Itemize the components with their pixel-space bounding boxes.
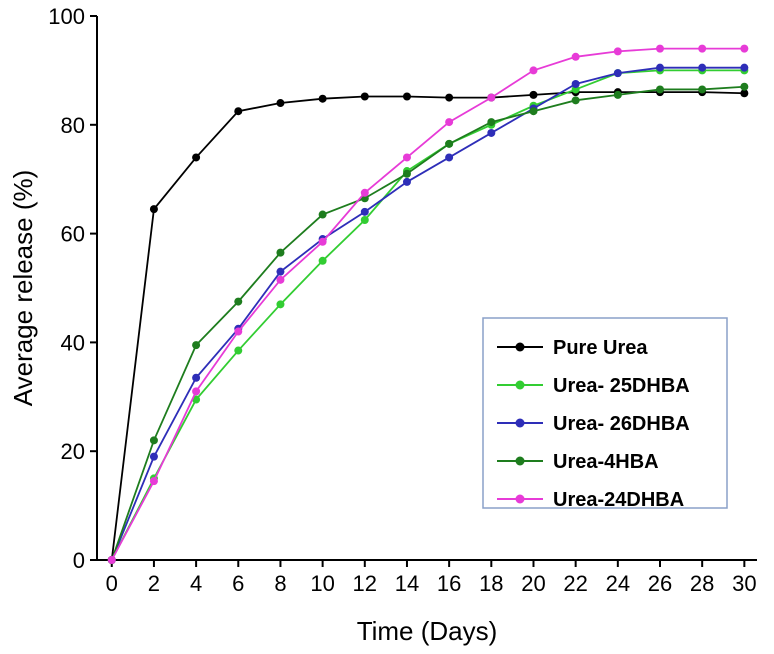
data-point bbox=[698, 63, 707, 72]
data-point bbox=[445, 93, 454, 102]
y-tick-label: 100 bbox=[48, 4, 85, 29]
series-line-1 bbox=[110, 69, 745, 561]
data-point bbox=[487, 93, 496, 102]
series-line-4 bbox=[110, 47, 745, 561]
data-point bbox=[192, 387, 201, 396]
data-point bbox=[318, 210, 327, 219]
data-point bbox=[529, 66, 538, 75]
data-point bbox=[487, 128, 496, 137]
data-point bbox=[402, 177, 411, 186]
legend-label: Urea-4HBA bbox=[553, 451, 659, 473]
data-point bbox=[740, 89, 749, 98]
data-point bbox=[656, 63, 665, 72]
data-point bbox=[740, 44, 749, 53]
x-tick-label: 14 bbox=[395, 571, 419, 596]
data-point bbox=[234, 107, 243, 116]
data-point bbox=[276, 267, 285, 276]
data-point bbox=[192, 373, 201, 382]
data-point bbox=[571, 96, 580, 105]
y-tick-label: 60 bbox=[61, 222, 85, 247]
x-tick-label: 18 bbox=[479, 571, 503, 596]
data-point bbox=[698, 44, 707, 53]
legend-marker bbox=[515, 418, 525, 428]
data-point bbox=[149, 452, 158, 461]
legend-marker bbox=[515, 494, 525, 504]
x-tick-label: 30 bbox=[732, 571, 756, 596]
data-point bbox=[318, 256, 327, 265]
data-point bbox=[402, 169, 411, 178]
legend-label: Urea- 26DHBA bbox=[553, 413, 690, 435]
data-point bbox=[656, 85, 665, 94]
data-point bbox=[529, 90, 538, 99]
x-tick-label: 0 bbox=[106, 571, 118, 596]
x-tick-label: 4 bbox=[190, 571, 202, 596]
data-point bbox=[698, 85, 707, 94]
x-tick-label: 8 bbox=[274, 571, 286, 596]
data-point bbox=[276, 275, 285, 284]
data-point bbox=[571, 52, 580, 61]
data-point bbox=[402, 92, 411, 101]
series-line-2 bbox=[110, 66, 745, 561]
data-point bbox=[487, 118, 496, 127]
data-point bbox=[234, 346, 243, 355]
data-point bbox=[360, 92, 369, 101]
data-point bbox=[318, 94, 327, 103]
data-point bbox=[571, 80, 580, 88]
x-tick-label: 26 bbox=[648, 571, 672, 596]
legend-label: Urea- 25DHBA bbox=[553, 375, 690, 397]
data-point bbox=[276, 300, 285, 309]
x-tick-label: 20 bbox=[521, 571, 545, 596]
data-point bbox=[276, 248, 285, 257]
legend-label: Urea-24DHBA bbox=[553, 489, 684, 511]
x-tick-label: 2 bbox=[148, 571, 160, 596]
data-point bbox=[613, 90, 622, 99]
x-tick-label: 22 bbox=[563, 571, 587, 596]
legend-marker bbox=[515, 342, 525, 352]
x-tick-label: 28 bbox=[690, 571, 714, 596]
data-point bbox=[360, 188, 369, 197]
series-line-3 bbox=[110, 85, 745, 561]
data-point bbox=[613, 47, 622, 56]
data-point bbox=[402, 153, 411, 162]
data-point bbox=[107, 556, 116, 564]
x-axis-title: Time (Days) bbox=[357, 616, 498, 646]
data-point bbox=[234, 297, 243, 306]
x-tick-label: 16 bbox=[437, 571, 461, 596]
data-point bbox=[149, 436, 158, 445]
y-tick-label: 20 bbox=[61, 439, 85, 464]
series-markers-2 bbox=[107, 63, 749, 564]
data-point bbox=[445, 153, 454, 162]
data-point bbox=[360, 207, 369, 216]
data-point bbox=[360, 216, 369, 224]
data-point bbox=[740, 82, 749, 91]
data-point bbox=[613, 69, 622, 78]
x-tick-label: 12 bbox=[353, 571, 377, 596]
y-axis-title: Average release (%) bbox=[8, 170, 38, 407]
legend-label: Pure Urea bbox=[553, 337, 648, 359]
x-tick-label: 24 bbox=[606, 571, 630, 596]
data-point bbox=[656, 44, 665, 53]
data-point bbox=[276, 99, 285, 108]
legend-marker bbox=[515, 456, 525, 466]
x-tick-label: 10 bbox=[310, 571, 334, 596]
y-tick-label: 80 bbox=[61, 113, 85, 138]
data-point bbox=[149, 477, 158, 486]
data-point bbox=[192, 153, 201, 162]
legend-marker bbox=[515, 380, 525, 390]
series-markers-4 bbox=[107, 44, 749, 564]
data-point bbox=[740, 63, 749, 72]
y-tick-label: 0 bbox=[73, 548, 85, 573]
data-point bbox=[529, 107, 538, 116]
x-tick-label: 6 bbox=[232, 571, 244, 596]
data-point bbox=[192, 341, 201, 350]
data-point bbox=[445, 118, 454, 127]
data-point bbox=[445, 139, 454, 148]
data-point bbox=[234, 327, 243, 336]
data-point bbox=[149, 205, 158, 214]
legend-box bbox=[482, 317, 728, 509]
y-tick-label: 40 bbox=[61, 330, 85, 355]
data-point bbox=[318, 237, 327, 246]
